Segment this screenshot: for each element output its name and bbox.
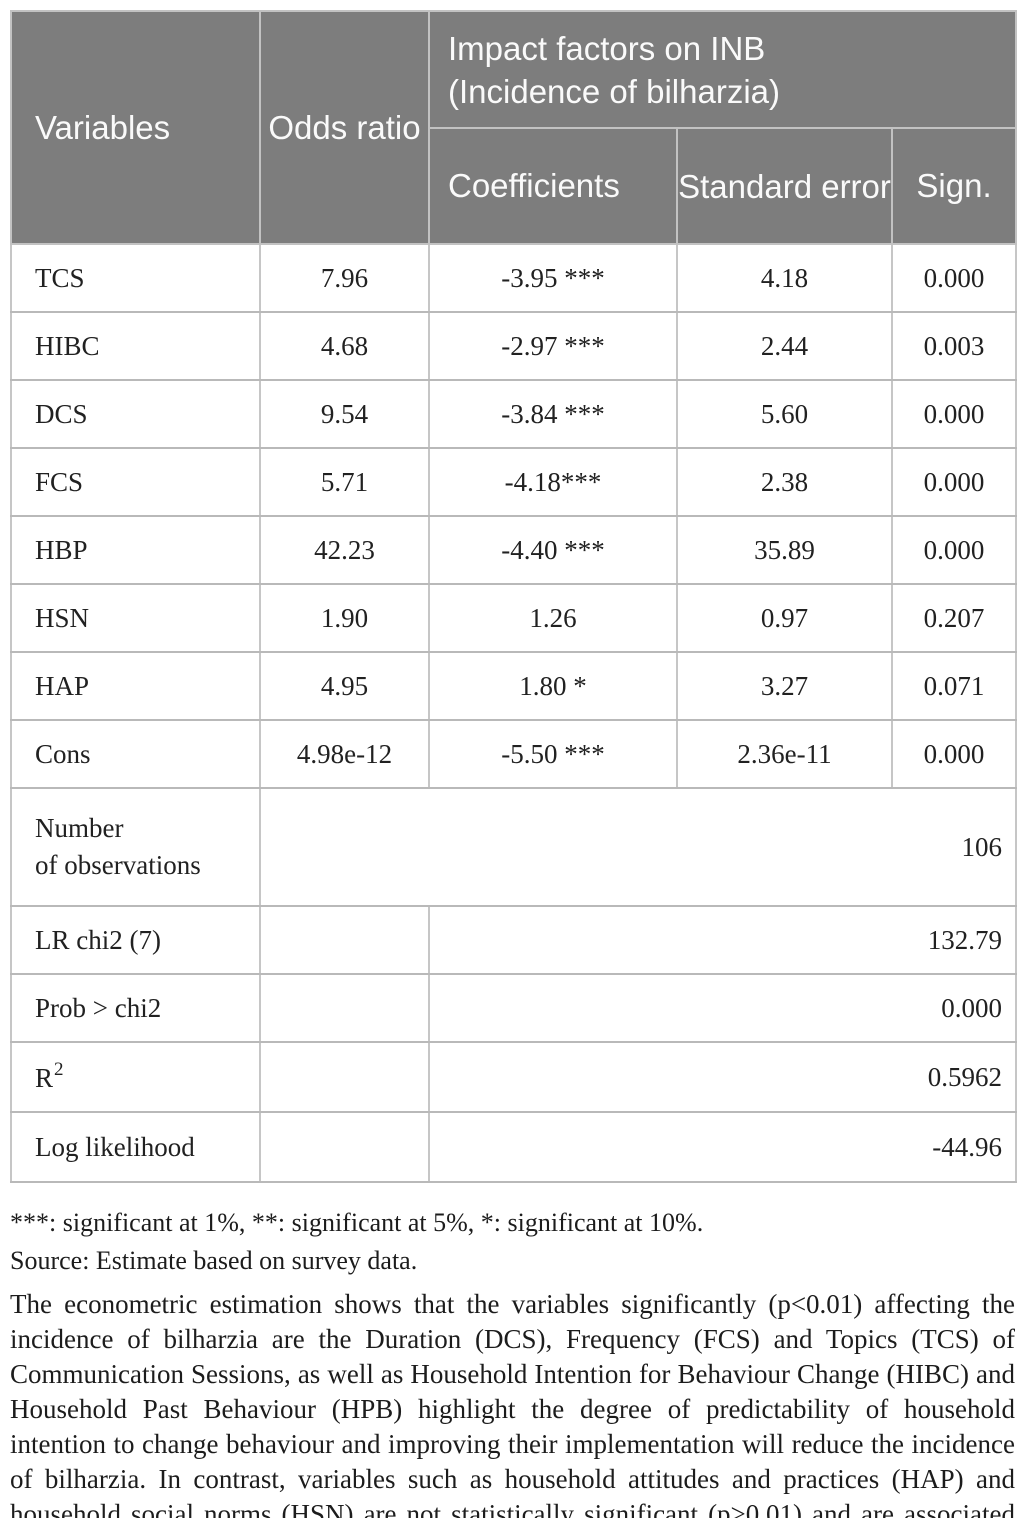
column-header-odds-ratio: Odds ratio — [259, 10, 430, 245]
column-header-impact-factors: Impact factors on INB (Incidence of bilh… — [427, 10, 1018, 129]
table-row-hbp: HBP 42.23 -4.40 *** 35.89 0.000 — [10, 515, 1018, 585]
empty-cell — [259, 905, 430, 975]
cell-odds-ratio: 42.23 — [259, 515, 430, 585]
cell-coefficient: 1.26 — [428, 583, 678, 653]
cell-variable: DCS — [10, 379, 261, 449]
cell-variable: TCS — [10, 243, 261, 313]
summary-value-prob-chi2: 0.000 — [427, 973, 1018, 1043]
cell-odds-ratio: 5.71 — [259, 447, 430, 517]
table-row-dcs: DCS 9.54 -3.84 *** 5.60 0.000 — [10, 379, 1018, 449]
column-header-coefficients: Coefficients — [428, 127, 678, 245]
cell-odds-ratio: 9.54 — [259, 379, 430, 449]
impact-factors-line1: Impact factors on INB — [448, 29, 766, 67]
cell-coefficient: -4.18*** — [428, 447, 678, 517]
summary-label-r-squared: R2 — [10, 1041, 261, 1113]
header-row-top: Variables Odds ratio Impact factors on I… — [10, 10, 1018, 245]
cell-coefficient: -3.84 *** — [428, 379, 678, 449]
cell-odds-ratio: 4.68 — [259, 311, 430, 381]
cell-standard-error: 3.27 — [676, 651, 893, 721]
cell-odds-ratio: 4.95 — [259, 651, 430, 721]
summary-label-prob-chi2: Prob > chi2 — [10, 973, 261, 1043]
cell-coefficient: -2.97 *** — [428, 311, 678, 381]
table-row-cons: Cons 4.98e-12 -5.50 *** 2.36e-11 0.000 — [10, 719, 1018, 789]
summary-label-observations: Number of observations — [10, 787, 261, 907]
summary-row-lr-chi2: LR chi2 (7) 132.79 — [10, 905, 1018, 975]
summary-row-observations: Number of observations 106 — [10, 787, 1018, 907]
significance-footnote: ***: significant at 1%, **: significant … — [10, 1208, 704, 1237]
table-row-hibc: HIBC 4.68 -2.97 *** 2.44 0.003 — [10, 311, 1018, 381]
cell-coefficient: 1.80 * — [428, 651, 678, 721]
summary-row-prob-chi2: Prob > chi2 0.000 — [10, 973, 1018, 1043]
cell-standard-error: 4.18 — [676, 243, 893, 313]
header-row-sub: Coefficients Standard error Sign. — [11, 127, 1018, 245]
r-squared-base: R — [35, 1062, 54, 1093]
cell-standard-error: 35.89 — [676, 515, 893, 585]
table-row-hap: HAP 4.95 1.80 * 3.27 0.071 — [10, 651, 1018, 721]
cell-odds-ratio: 1.90 — [259, 583, 430, 653]
cell-variable: HBP — [10, 515, 261, 585]
cell-variable: FCS — [10, 447, 261, 517]
cell-variable: Cons — [10, 719, 261, 789]
empty-cell — [259, 973, 430, 1043]
cell-standard-error: 5.60 — [676, 379, 893, 449]
cell-sign: 0.003 — [890, 311, 1018, 381]
observations-label-line2: of observations — [35, 850, 201, 880]
cell-odds-ratio: 7.96 — [259, 243, 430, 313]
cell-coefficient: -3.95 *** — [428, 243, 678, 313]
table-row-hsn: HSN 1.90 1.26 0.97 0.207 — [10, 583, 1018, 653]
cell-sign: 0.071 — [890, 651, 1018, 721]
cell-standard-error: 2.38 — [676, 447, 893, 517]
cell-sign: 0.207 — [890, 583, 1018, 653]
summary-value-r-squared: 0.5962 — [427, 1041, 1018, 1113]
cell-variable: HIBC — [10, 311, 261, 381]
summary-row-log-likelihood: Log likelihood -44.96 — [10, 1111, 1018, 1183]
column-header-standard-error: Standard error — [676, 127, 893, 245]
summary-value-log-likelihood: -44.96 — [427, 1111, 1018, 1183]
source-footnote: Source: Estimate based on survey data. — [10, 1246, 418, 1275]
column-header-variables: Variables — [10, 10, 261, 245]
summary-value-observations: 106 — [258, 787, 1018, 907]
regression-results-table: Variables Odds ratio Impact factors on I… — [10, 10, 1018, 1183]
table-row-fcs: FCS 5.71 -4.18*** 2.38 0.000 — [10, 447, 1018, 517]
cell-odds-ratio: 4.98e-12 — [259, 719, 430, 789]
empty-cell — [259, 1041, 430, 1113]
table-notes: ***: significant at 1%, **: significant … — [10, 1204, 1015, 1518]
description-paragraph: The econometric estimation shows that th… — [10, 1289, 1015, 1518]
cell-sign: 0.000 — [890, 447, 1018, 517]
cell-sign: 0.000 — [890, 515, 1018, 585]
cell-standard-error: 2.44 — [676, 311, 893, 381]
cell-standard-error: 0.97 — [676, 583, 893, 653]
summary-label-log-likelihood: Log likelihood — [10, 1111, 261, 1183]
summary-value-lr-chi2: 132.79 — [427, 905, 1018, 975]
cell-standard-error: 2.36e-11 — [676, 719, 893, 789]
table-row-tcs: TCS 7.96 -3.95 *** 4.18 0.000 — [10, 243, 1018, 313]
cell-sign: 0.000 — [890, 719, 1018, 789]
cell-coefficient: -4.40 *** — [428, 515, 678, 585]
summary-row-r-squared: R2 0.5962 — [10, 1041, 1018, 1113]
column-header-sign: Sign. — [890, 127, 1018, 245]
summary-label-lr-chi2: LR chi2 (7) — [10, 905, 261, 975]
cell-variable: HAP — [10, 651, 261, 721]
cell-sign: 0.000 — [890, 379, 1018, 449]
cell-variable: HSN — [10, 583, 261, 653]
empty-cell — [259, 1111, 430, 1183]
cell-coefficient: -5.50 *** — [428, 719, 678, 789]
r-squared-superscript: 2 — [54, 1058, 64, 1080]
observations-label-line1: Number — [35, 813, 124, 843]
impact-factors-line2: (Incidence of bilharzia) — [448, 72, 780, 110]
cell-sign: 0.000 — [890, 243, 1018, 313]
